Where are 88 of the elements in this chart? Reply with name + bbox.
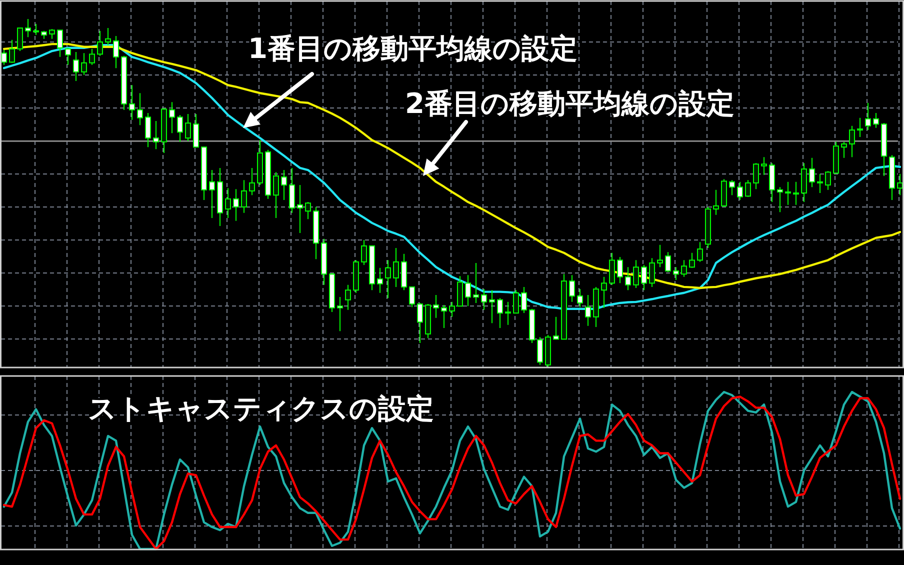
candlestick: [9, 39, 15, 64]
candlestick: [649, 258, 655, 288]
candlestick: [849, 125, 855, 158]
candlestick: [537, 336, 543, 366]
candlestick: [697, 242, 703, 262]
candlestick: [289, 167, 295, 214]
candlestick: [897, 173, 903, 196]
candlestick: [153, 120, 159, 150]
candlestick: [505, 301, 511, 326]
candlestick: [337, 296, 343, 332]
candlestick: [49, 28, 55, 40]
candlestick: [305, 202, 311, 220]
candlestick: [177, 114, 183, 142]
candlestick: [601, 276, 607, 308]
candlestick: [785, 181, 791, 206]
candlestick: [641, 264, 647, 291]
candlestick: [449, 301, 455, 318]
candlestick: [633, 260, 639, 289]
candlestick: [713, 189, 719, 216]
candlestick: [129, 84, 135, 120]
candlestick: [145, 112, 151, 148]
candlestick: [249, 167, 255, 196]
candlestick: [385, 260, 391, 299]
candlestick: [473, 262, 479, 304]
candlestick: [241, 180, 247, 214]
annotation: 1番目の移動平均線の設定: [248, 32, 578, 65]
candlestick: [1, 49, 7, 66]
candlestick: [825, 170, 831, 190]
candlestick: [745, 180, 751, 198]
candlestick: [73, 52, 79, 82]
candlestick: [113, 36, 119, 69]
candlestick: [89, 48, 95, 66]
candlestick: [193, 114, 199, 148]
candlestick: [137, 92, 143, 126]
candlestick: [17, 28, 23, 52]
candlestick: [393, 247, 399, 288]
candlestick: [417, 302, 423, 344]
candlestick: [345, 284, 351, 310]
candlestick: [657, 244, 663, 268]
candlestick: [377, 267, 383, 294]
candlestick: [497, 298, 503, 329]
candlestick: [409, 286, 415, 308]
candlestick: [297, 184, 303, 234]
candlestick: [105, 28, 111, 46]
candlestick: [809, 157, 815, 188]
candlestick: [225, 188, 231, 219]
candlestick: [681, 260, 687, 278]
candlestick: [617, 256, 623, 284]
candlestick: [81, 52, 87, 76]
candlestick: [577, 288, 583, 308]
candlestick: [481, 288, 487, 310]
candlestick: [609, 252, 615, 286]
candlestick: [841, 141, 847, 158]
candlestick: [361, 239, 367, 266]
candlestick: [817, 173, 823, 194]
candlestick: [185, 114, 191, 142]
candlestick: [513, 290, 519, 314]
candlestick: [569, 274, 575, 302]
candlestick: [521, 286, 527, 314]
candlestick: [753, 162, 759, 190]
candlestick: [865, 102, 871, 131]
candlestick: [793, 181, 799, 206]
candlestick: [233, 188, 239, 222]
candlestick: [25, 18, 31, 38]
candlestick: [729, 180, 735, 196]
candlestick: [873, 112, 879, 128]
candlestick: [761, 156, 767, 176]
candlestick: [465, 274, 471, 307]
candlestick: [209, 170, 215, 219]
candlestick: [625, 266, 631, 291]
candlestick: [553, 316, 559, 340]
candlestick: [665, 252, 671, 272]
candlestick: [489, 290, 495, 324]
candlestick: [281, 170, 287, 200]
candlestick: [33, 23, 39, 36]
candlestick: [65, 47, 71, 66]
candlestick: [585, 294, 591, 326]
candlestick: [737, 181, 743, 200]
candlestick: [169, 102, 175, 134]
candlestick: [97, 30, 103, 56]
candlestick: [273, 172, 279, 219]
candlestick: [777, 186, 783, 213]
candlestick: [441, 304, 447, 329]
candlestick: [857, 117, 863, 138]
candlestick: [57, 30, 63, 58]
candlestick: [689, 252, 695, 268]
candlestick: [433, 294, 439, 318]
candlestick: [673, 266, 679, 280]
